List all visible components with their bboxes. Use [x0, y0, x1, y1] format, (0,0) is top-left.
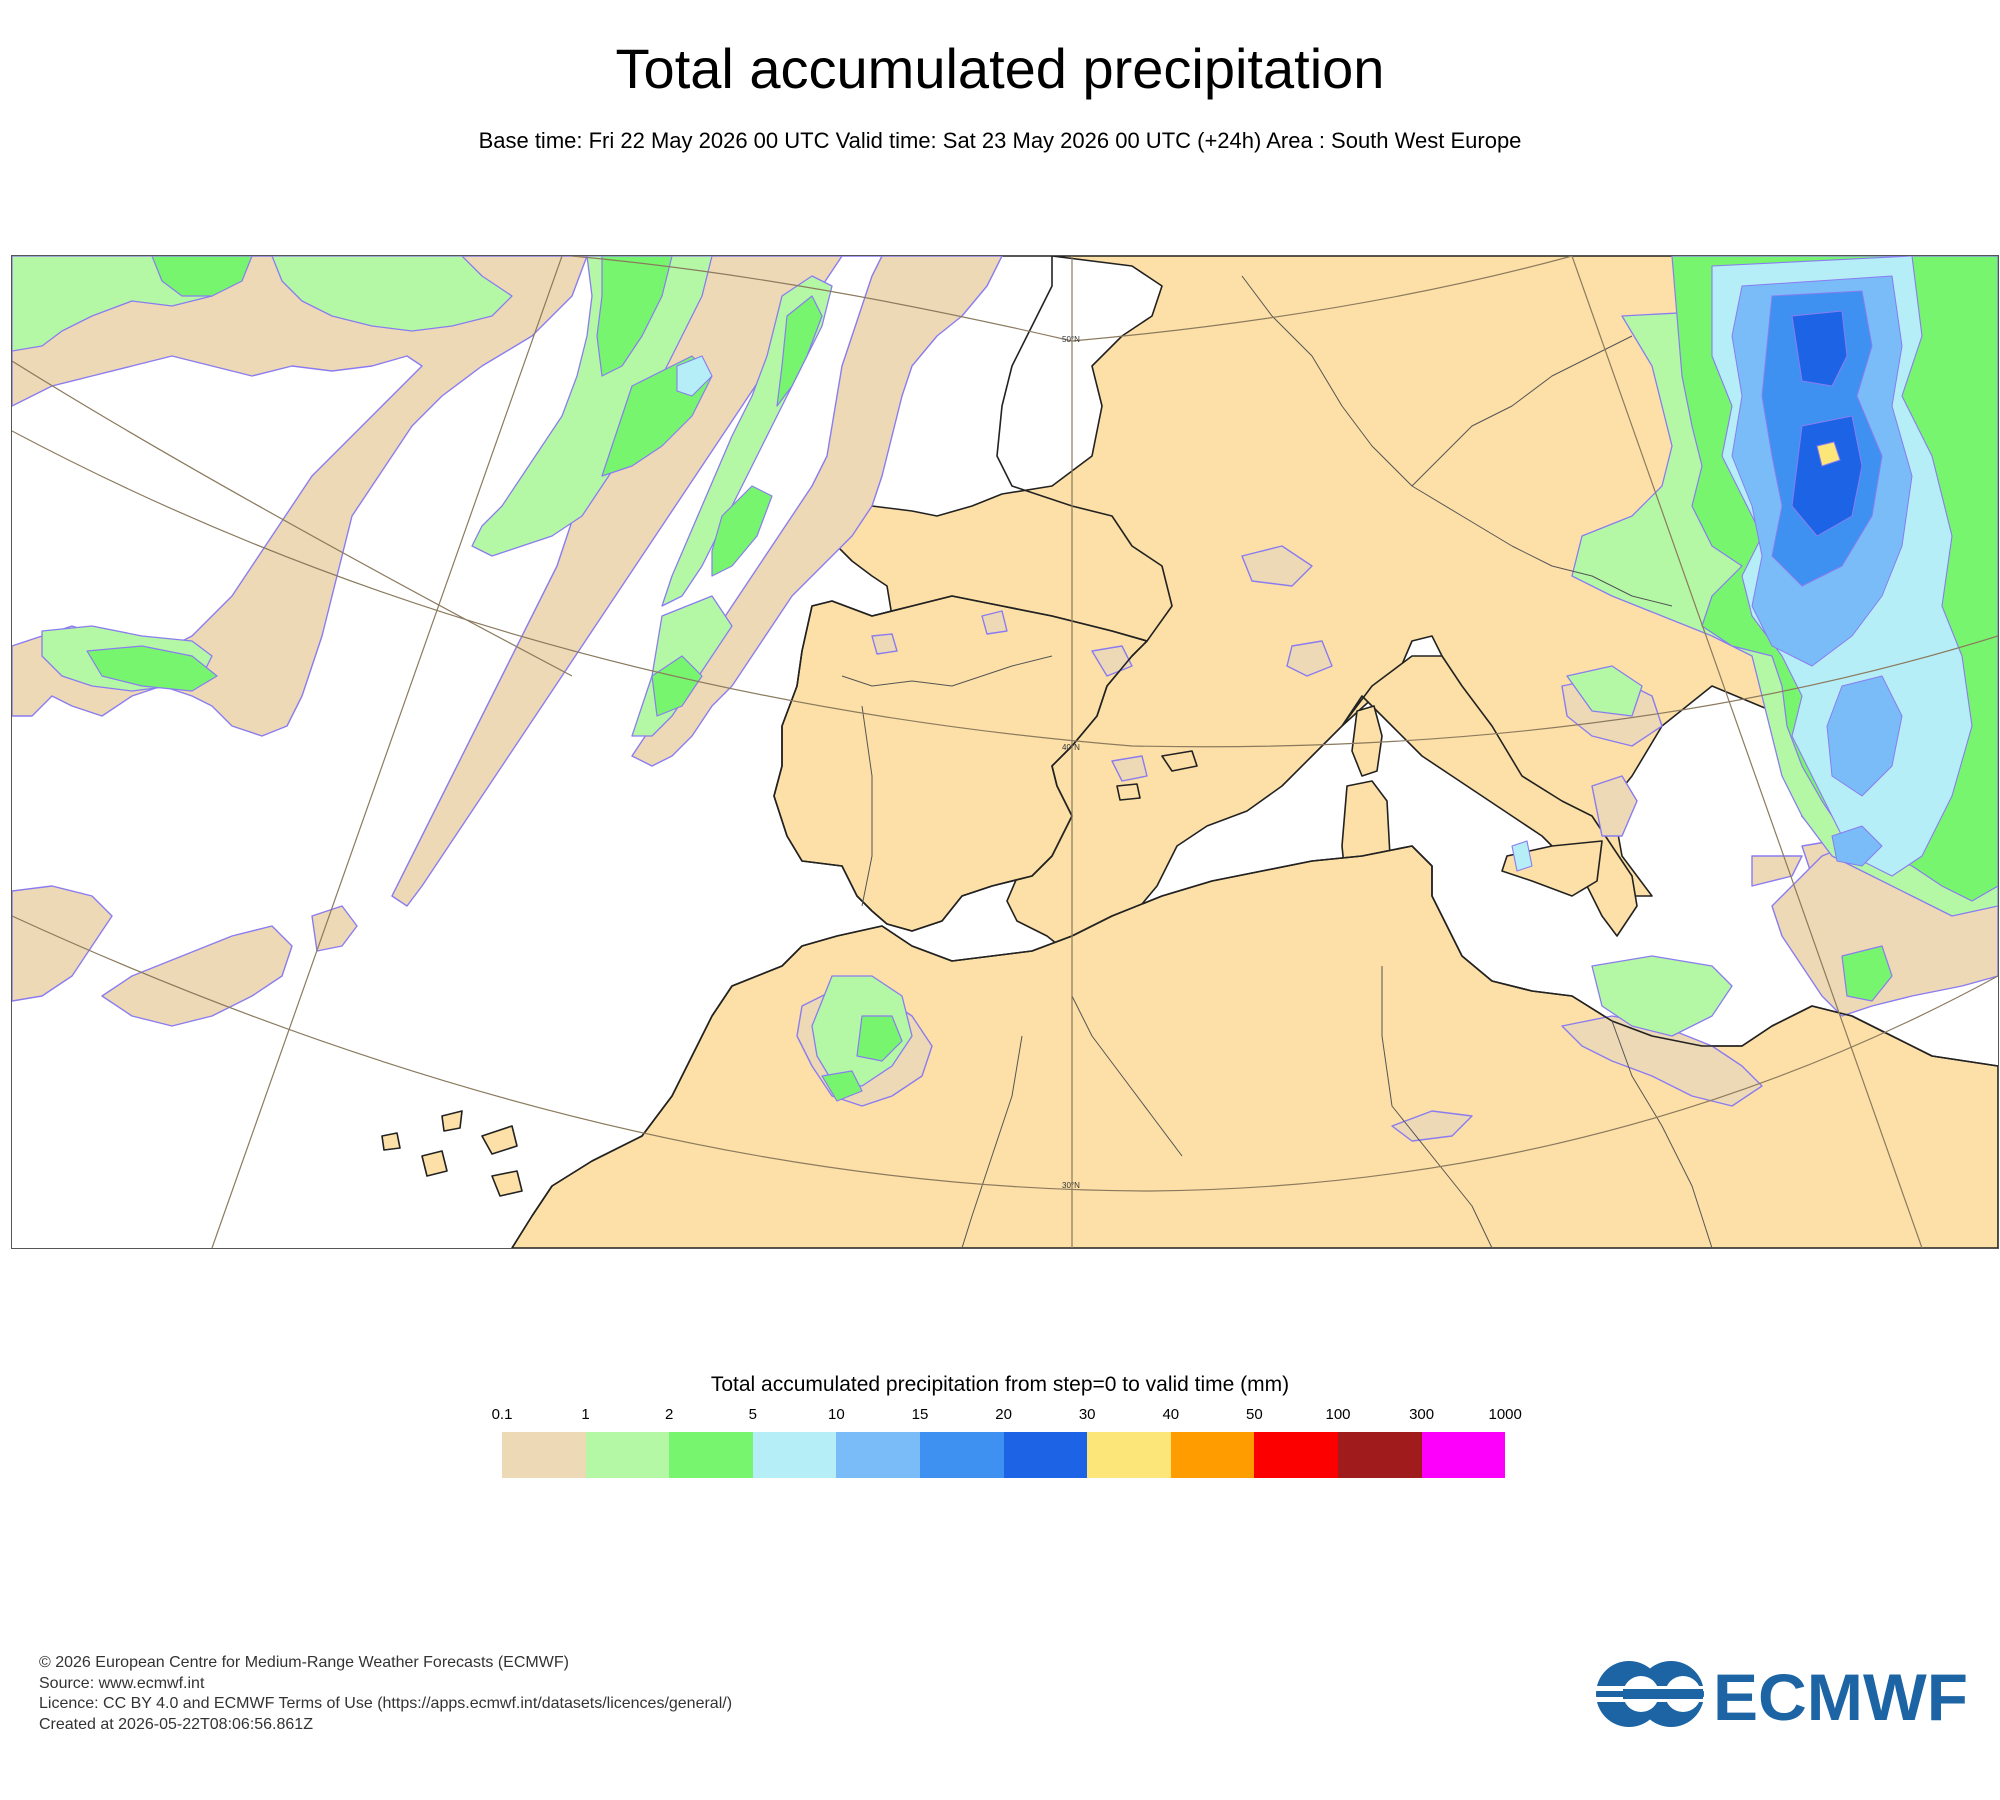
- footer-licence: Licence: CC BY 4.0 and ECMWF Terms of Us…: [39, 1695, 733, 1712]
- colorbar-level-label: 300: [1409, 1406, 1435, 1423]
- colorbar-swatch: [669, 1432, 753, 1478]
- colorbar-level-label: 1: [581, 1406, 590, 1423]
- precip-30-40: [1816, 441, 1841, 467]
- colorbar-swatch: [1087, 1432, 1171, 1478]
- colorbar-level-label: 0.1: [491, 1406, 513, 1423]
- colorbar-swatch: [752, 1432, 837, 1478]
- precip-20-30: [1791, 310, 1863, 537]
- colorbar-swatch: [585, 1432, 670, 1478]
- colorbar-level-label: 30: [1078, 1406, 1096, 1423]
- ecmwf-logo[interactable]: ECMWF: [1595, 1660, 1970, 1734]
- map-title: Total accumulated precipitation: [615, 37, 1385, 100]
- colorbar-level-label: 15: [911, 1406, 929, 1423]
- coastline-layer: [511, 256, 1998, 1248]
- lat-40-label: 40°N: [1062, 743, 1080, 752]
- colorbar-level-label: 100: [1325, 1406, 1351, 1423]
- precipitation-map[interactable]: 50°N 40°N 30°N: [11, 255, 1999, 1249]
- colorbar-level-label: 10: [828, 1406, 845, 1423]
- corsica: [1351, 705, 1383, 777]
- colorbar-level-label: 1000: [1488, 1406, 1522, 1423]
- colorbar-swatch: [836, 1432, 920, 1478]
- colorbar-swatch: [1170, 1432, 1255, 1478]
- lat-50-label: 50°N: [1062, 335, 1080, 344]
- lat-30-label: 30°N: [1062, 1181, 1080, 1190]
- colorbar-swatch: [1003, 1432, 1088, 1478]
- colorbar-level-label: 40: [1162, 1406, 1180, 1423]
- colorbar-level-label: 50: [1246, 1406, 1263, 1423]
- map-canvas: 50°N 40°N 30°N: [12, 256, 1998, 1248]
- footer-copyright: © 2026 European Centre for Medium-Range …: [39, 1654, 569, 1671]
- graticule: [12, 256, 1998, 1248]
- footer: © 2026 European Centre for Medium-Range …: [39, 1653, 732, 1735]
- colorbar-title: Total accumulated precipitation from ste…: [710, 1373, 1290, 1396]
- ecmwf-logo-text: ECMWF: [1713, 1660, 1968, 1728]
- colorbar-swatch: [1337, 1432, 1422, 1478]
- footer-source: Source: www.ecmwf.int: [39, 1674, 205, 1692]
- colorbar: [502, 1432, 1506, 1478]
- colorbar-level-label: 5: [748, 1406, 757, 1423]
- colorbar-labels: 0.1 1 2 5 10 15 20 30 40 50 100 300 1000: [0, 1406, 2000, 1428]
- border-layer: [841, 275, 1713, 1248]
- colorbar-swatch: [1254, 1432, 1338, 1478]
- colorbar-swatch: [1421, 1432, 1506, 1478]
- colorbar-swatch: [919, 1432, 1004, 1478]
- ecmwf-logo-icon: [1595, 1661, 1705, 1727]
- colorbar-swatch: [502, 1432, 586, 1478]
- colorbar-level-label: 2: [665, 1406, 674, 1423]
- map-subtitle: Base time: Fri 22 May 2026 00 UTC Valid …: [478, 128, 1522, 153]
- colorbar-level-label: 20: [995, 1406, 1012, 1423]
- footer-created: Created at 2026-05-22T08:06:56.861Z: [39, 1715, 313, 1733]
